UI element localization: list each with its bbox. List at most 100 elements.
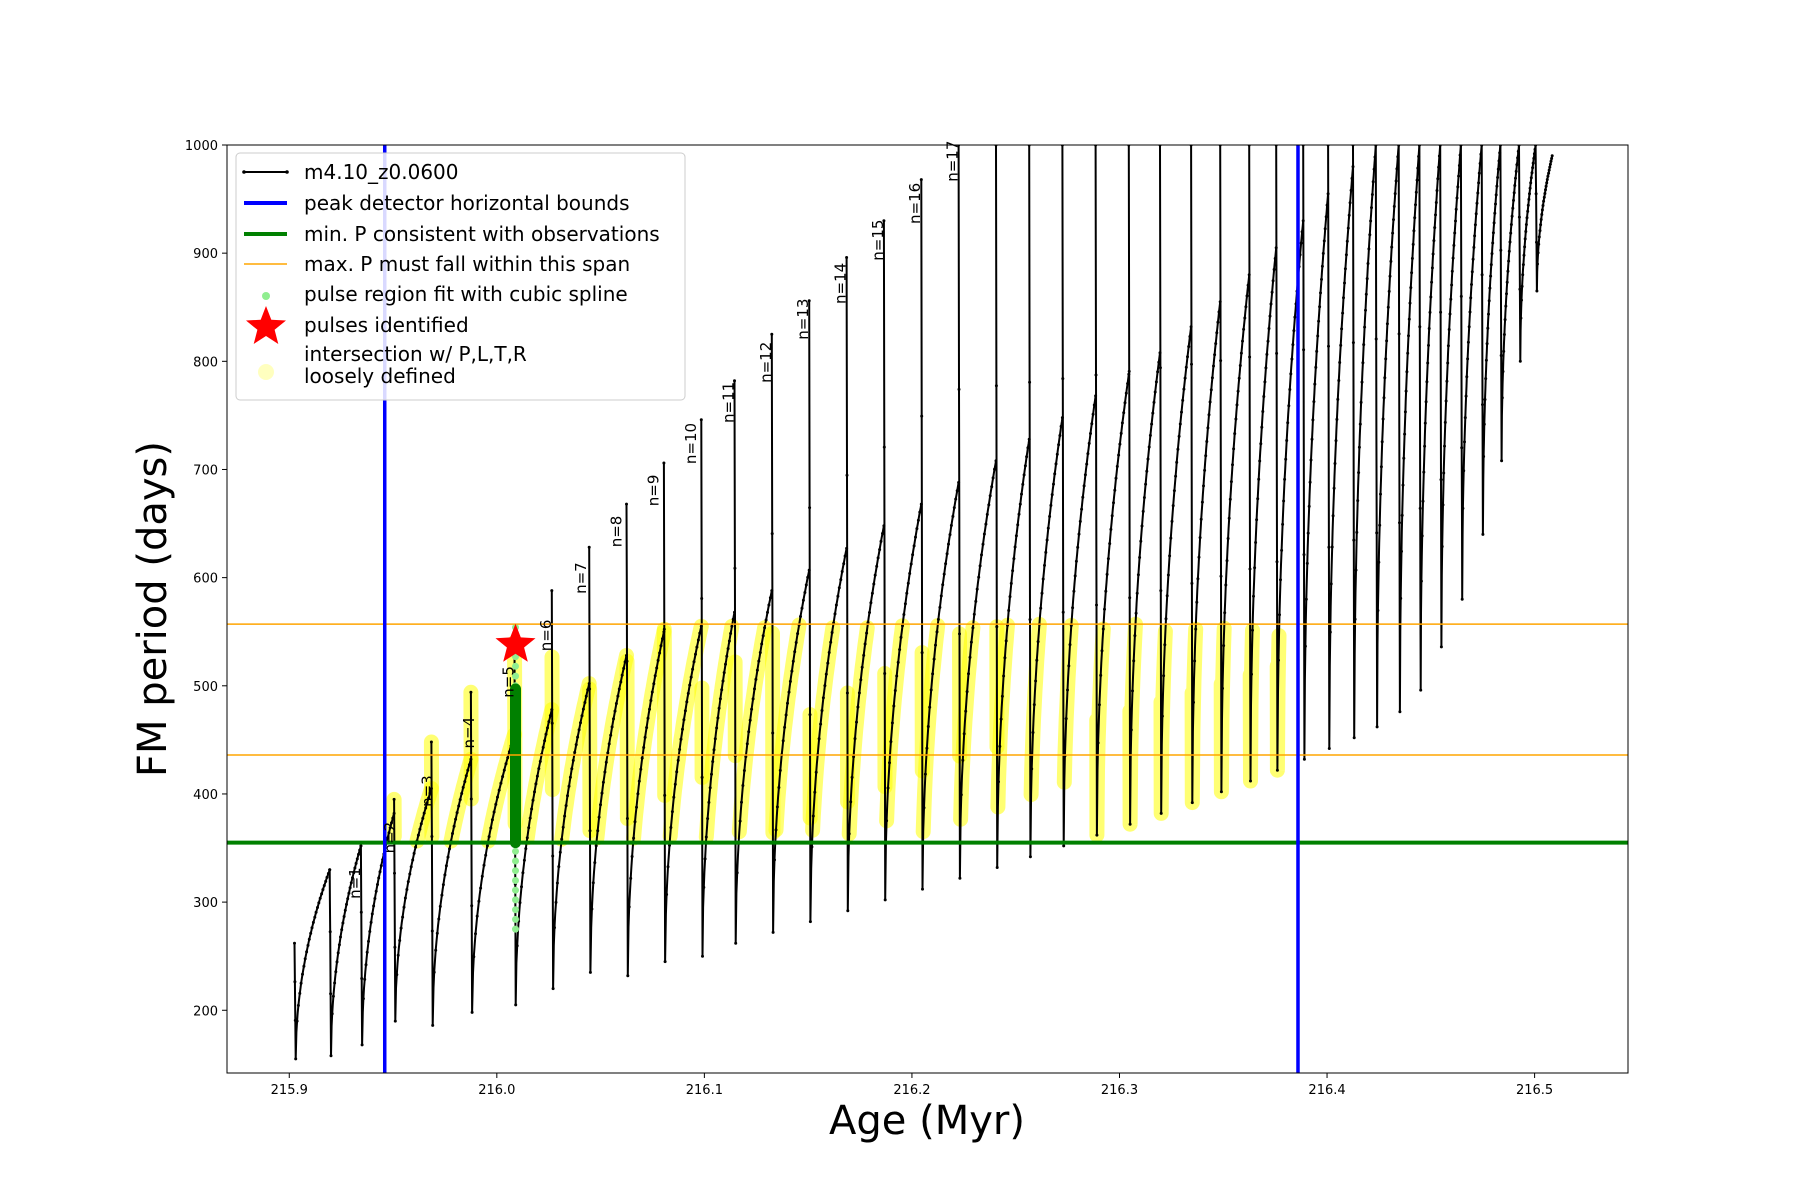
series-point [965, 690, 969, 694]
series-point [703, 857, 707, 861]
series-point [609, 733, 613, 737]
series-point [712, 748, 716, 752]
series-point [435, 931, 439, 935]
series-point [1269, 302, 1273, 306]
legend-label: max. P must fall within this span [304, 252, 630, 276]
series-point [984, 522, 988, 526]
series-point [336, 951, 340, 955]
series-point [1077, 532, 1081, 536]
series-point [1409, 286, 1413, 290]
series-point [881, 532, 884, 535]
series-point [619, 680, 623, 684]
series-point [1290, 357, 1294, 361]
series-point [1043, 563, 1046, 567]
series-point [783, 725, 787, 729]
series-point [1002, 674, 1006, 678]
series-point [475, 914, 479, 918]
series-point [1469, 296, 1473, 300]
series-point [820, 709, 824, 712]
series-point [1275, 768, 1279, 772]
series-point [721, 679, 725, 683]
series-point [1340, 327, 1344, 331]
series-point [957, 387, 961, 391]
series-point [342, 915, 346, 918]
series-point [1385, 322, 1389, 326]
series-point [612, 717, 615, 721]
series-point [1419, 688, 1423, 692]
series-point [859, 678, 863, 682]
series-point [577, 728, 581, 732]
series-point [649, 699, 653, 702]
series-point [1254, 541, 1258, 544]
series-point [1456, 185, 1460, 189]
series-point [713, 737, 717, 741]
series-point [969, 640, 973, 644]
series-point [1499, 248, 1503, 252]
series-point [1519, 316, 1523, 320]
series-point [353, 866, 357, 870]
series-point [860, 665, 864, 669]
legend-label: m4.10_z0.0600 [304, 160, 459, 184]
series-point [550, 721, 554, 725]
series-point [942, 572, 946, 576]
series-point [1394, 179, 1398, 183]
series-point [993, 467, 996, 471]
series-point [763, 626, 767, 630]
series-point [1017, 512, 1021, 516]
series-point [1472, 245, 1476, 249]
series-point [760, 642, 764, 646]
series-point [1105, 572, 1109, 576]
pulse-label: n=15 [869, 220, 887, 261]
series-point [793, 650, 797, 654]
series-point [845, 256, 849, 259]
series-point [637, 779, 641, 783]
series-point [980, 553, 983, 557]
series-point [1268, 314, 1272, 318]
series-point [402, 905, 406, 909]
series-point [679, 737, 683, 741]
series-point [1041, 577, 1045, 581]
series-point [1502, 333, 1506, 336]
series-point [696, 638, 700, 642]
plot-frame [226, 144, 1629, 1074]
series-point [610, 725, 614, 729]
series-point [580, 714, 584, 718]
spline-point [512, 672, 519, 680]
x-tick-label: 216.5 [1516, 1083, 1553, 1098]
series-point [418, 827, 422, 831]
series-point [968, 655, 972, 659]
series-point [369, 920, 373, 924]
series-point [1536, 251, 1540, 255]
series-point [1081, 495, 1085, 499]
series-point [531, 798, 535, 802]
legend-handle-pulse [246, 306, 286, 344]
series-point [409, 865, 413, 869]
series-point [883, 672, 887, 675]
series-point [1546, 174, 1550, 178]
series-point [1547, 171, 1551, 175]
series-point [1061, 610, 1065, 614]
series-point [1236, 389, 1240, 393]
series-point [553, 926, 556, 930]
series-point [388, 826, 392, 830]
series-point [622, 666, 626, 670]
series-point [1525, 216, 1529, 220]
series-point [862, 653, 866, 657]
series-point [1327, 747, 1331, 750]
series-point [1223, 611, 1227, 615]
series-point [1053, 472, 1057, 476]
legend-handle-spline [262, 292, 270, 300]
series-point [766, 610, 769, 614]
series-point [678, 748, 682, 751]
series-point [1535, 240, 1538, 244]
series-point [1202, 484, 1205, 488]
series-point [434, 948, 438, 952]
series-point [1327, 545, 1331, 549]
y-tick-label: 600 [193, 572, 218, 587]
series-point [1263, 380, 1267, 384]
series-point [791, 659, 795, 663]
series-point [625, 659, 629, 663]
series-point [768, 596, 772, 600]
series-point [1540, 208, 1544, 212]
series-point [1244, 305, 1248, 309]
